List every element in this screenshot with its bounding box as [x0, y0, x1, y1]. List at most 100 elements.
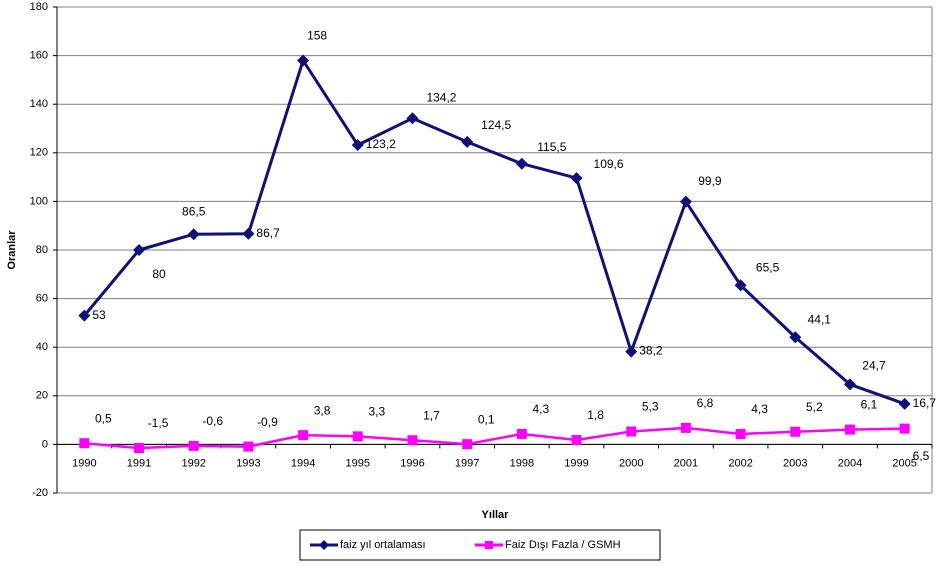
y-tick-label: 80: [36, 244, 48, 256]
data-label: 6,5: [913, 449, 930, 463]
data-label: 0,1: [478, 412, 495, 426]
x-tick-label: 2001: [674, 457, 698, 469]
series-line: [83, 56, 906, 406]
marker: [79, 438, 90, 449]
x-tick-label: 2005: [892, 457, 916, 469]
y-tick-label: -20: [32, 487, 48, 499]
y-tick-label: 40: [36, 341, 48, 353]
marker: [351, 139, 364, 152]
data-label: 65,5: [756, 260, 780, 274]
y-tick-label: 0: [42, 438, 48, 450]
marker: [352, 431, 363, 442]
data-label: 123,2: [366, 137, 396, 151]
marker: [843, 378, 856, 391]
legend-marker: [485, 541, 493, 549]
x-axis-title: Yıllar: [482, 509, 510, 521]
data-label: 1,7: [423, 408, 440, 422]
marker: [789, 331, 802, 344]
marker: [898, 397, 911, 410]
marker: [844, 424, 855, 435]
y-tick-label: 60: [36, 293, 48, 305]
y-tick-label: 100: [30, 195, 48, 207]
data-label: 6,8: [697, 396, 714, 410]
marker: [462, 439, 473, 450]
x-tick-label: 1991: [127, 457, 151, 469]
marker: [735, 428, 746, 439]
data-label: -1,5: [148, 416, 169, 430]
marker: [78, 309, 91, 322]
y-tick-label: 160: [30, 50, 48, 62]
data-label: 24,7: [862, 359, 886, 373]
x-tick-label: 1996: [400, 457, 424, 469]
data-label: -0,9: [257, 415, 278, 429]
x-tick-label: 1994: [291, 457, 315, 469]
marker: [680, 422, 691, 433]
marker: [242, 227, 255, 240]
x-tick-label: 1998: [510, 457, 534, 469]
x-tick-label: 1993: [236, 457, 260, 469]
marker: [679, 195, 692, 208]
marker: [790, 426, 801, 437]
marker: [134, 443, 145, 454]
data-label: 86,7: [256, 226, 280, 240]
marker: [133, 244, 146, 256]
data-label: 4,3: [533, 402, 550, 416]
y-tick-label: 140: [30, 98, 48, 110]
data-label: 158: [307, 29, 327, 43]
data-label: 53: [92, 308, 106, 322]
marker: [571, 435, 582, 446]
data-label: 109,6: [594, 157, 624, 171]
x-tick-label: 1997: [455, 457, 479, 469]
y-axis-title: Oranlar: [6, 230, 18, 270]
x-tick-label: 1990: [72, 457, 96, 469]
data-label: 3,3: [368, 405, 385, 419]
data-label: 0,5: [95, 411, 112, 425]
data-label: -0,6: [202, 414, 223, 428]
marker: [570, 172, 583, 185]
marker: [243, 441, 254, 452]
data-label: 4,3: [751, 402, 768, 416]
data-label: 99,9: [698, 174, 722, 188]
data-label: 5,2: [806, 400, 823, 414]
marker: [298, 430, 309, 441]
marker: [188, 440, 199, 451]
marker: [734, 279, 747, 292]
y-tick-label: 20: [36, 390, 48, 402]
legend-label: Faiz Dışı Fazla / GSMH: [505, 539, 621, 551]
marker: [516, 428, 527, 439]
marker: [406, 112, 419, 125]
data-label: 38,2: [639, 344, 663, 358]
x-tick-label: 2004: [838, 457, 862, 469]
data-label: 80: [152, 267, 166, 281]
marker: [625, 345, 638, 358]
data-label: 124,5: [481, 118, 511, 132]
data-label: 86,5: [182, 204, 206, 218]
marker: [626, 426, 637, 437]
legend-marker: [319, 540, 329, 550]
x-tick-label: 1995: [346, 457, 370, 469]
legend-item: faiz yıl ortalaması: [310, 539, 426, 551]
marker: [899, 423, 910, 434]
legend-label: faiz yıl ortalaması: [340, 539, 426, 551]
data-label: 134,2: [426, 90, 456, 104]
data-label: 6,1: [861, 398, 878, 412]
x-tick-label: 2002: [728, 457, 752, 469]
legend-item: Faiz Dışı Fazla / GSMH: [475, 539, 621, 551]
x-tick-label: 1999: [564, 457, 588, 469]
y-tick-label: 180: [30, 1, 48, 13]
data-label: 5,3: [642, 400, 659, 414]
data-label: 115,5: [537, 140, 566, 154]
marker: [407, 435, 418, 446]
x-tick-label: 1992: [181, 457, 205, 469]
x-tick-label: 2003: [783, 457, 807, 469]
data-label: 44,1: [808, 312, 832, 326]
marker: [297, 54, 310, 67]
y-tick-label: 120: [30, 147, 48, 159]
data-label: 3,8: [314, 403, 331, 417]
marker: [187, 228, 200, 241]
marker: [461, 135, 474, 148]
data-label: 1,8: [587, 408, 604, 422]
data-label: 16,7: [913, 396, 937, 410]
series-line: [84, 426, 905, 450]
